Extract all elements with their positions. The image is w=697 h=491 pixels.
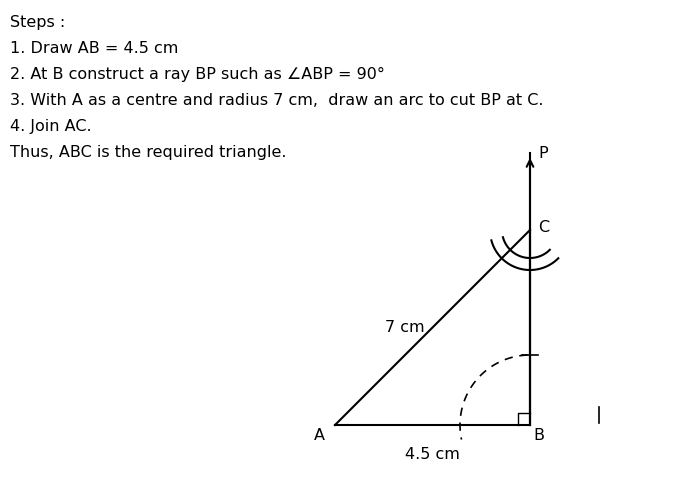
Text: C: C <box>538 219 549 235</box>
Text: Thus, ABC is the required triangle.: Thus, ABC is the required triangle. <box>10 145 286 160</box>
Text: A: A <box>314 428 325 443</box>
Text: 4. Join AC.: 4. Join AC. <box>10 119 91 134</box>
Text: 4.5 cm: 4.5 cm <box>405 447 460 462</box>
Text: 2. At B construct a ray BP such as ∠ABP = 90°: 2. At B construct a ray BP such as ∠ABP … <box>10 67 385 82</box>
Text: P: P <box>538 145 548 161</box>
Text: Steps :: Steps : <box>10 15 66 30</box>
Text: B: B <box>533 428 544 443</box>
Text: 7 cm: 7 cm <box>385 320 424 335</box>
Text: 1. Draw AB = 4.5 cm: 1. Draw AB = 4.5 cm <box>10 41 178 56</box>
Text: 3. With A as a centre and radius 7 cm,  draw an arc to cut BP at C.: 3. With A as a centre and radius 7 cm, d… <box>10 93 544 108</box>
